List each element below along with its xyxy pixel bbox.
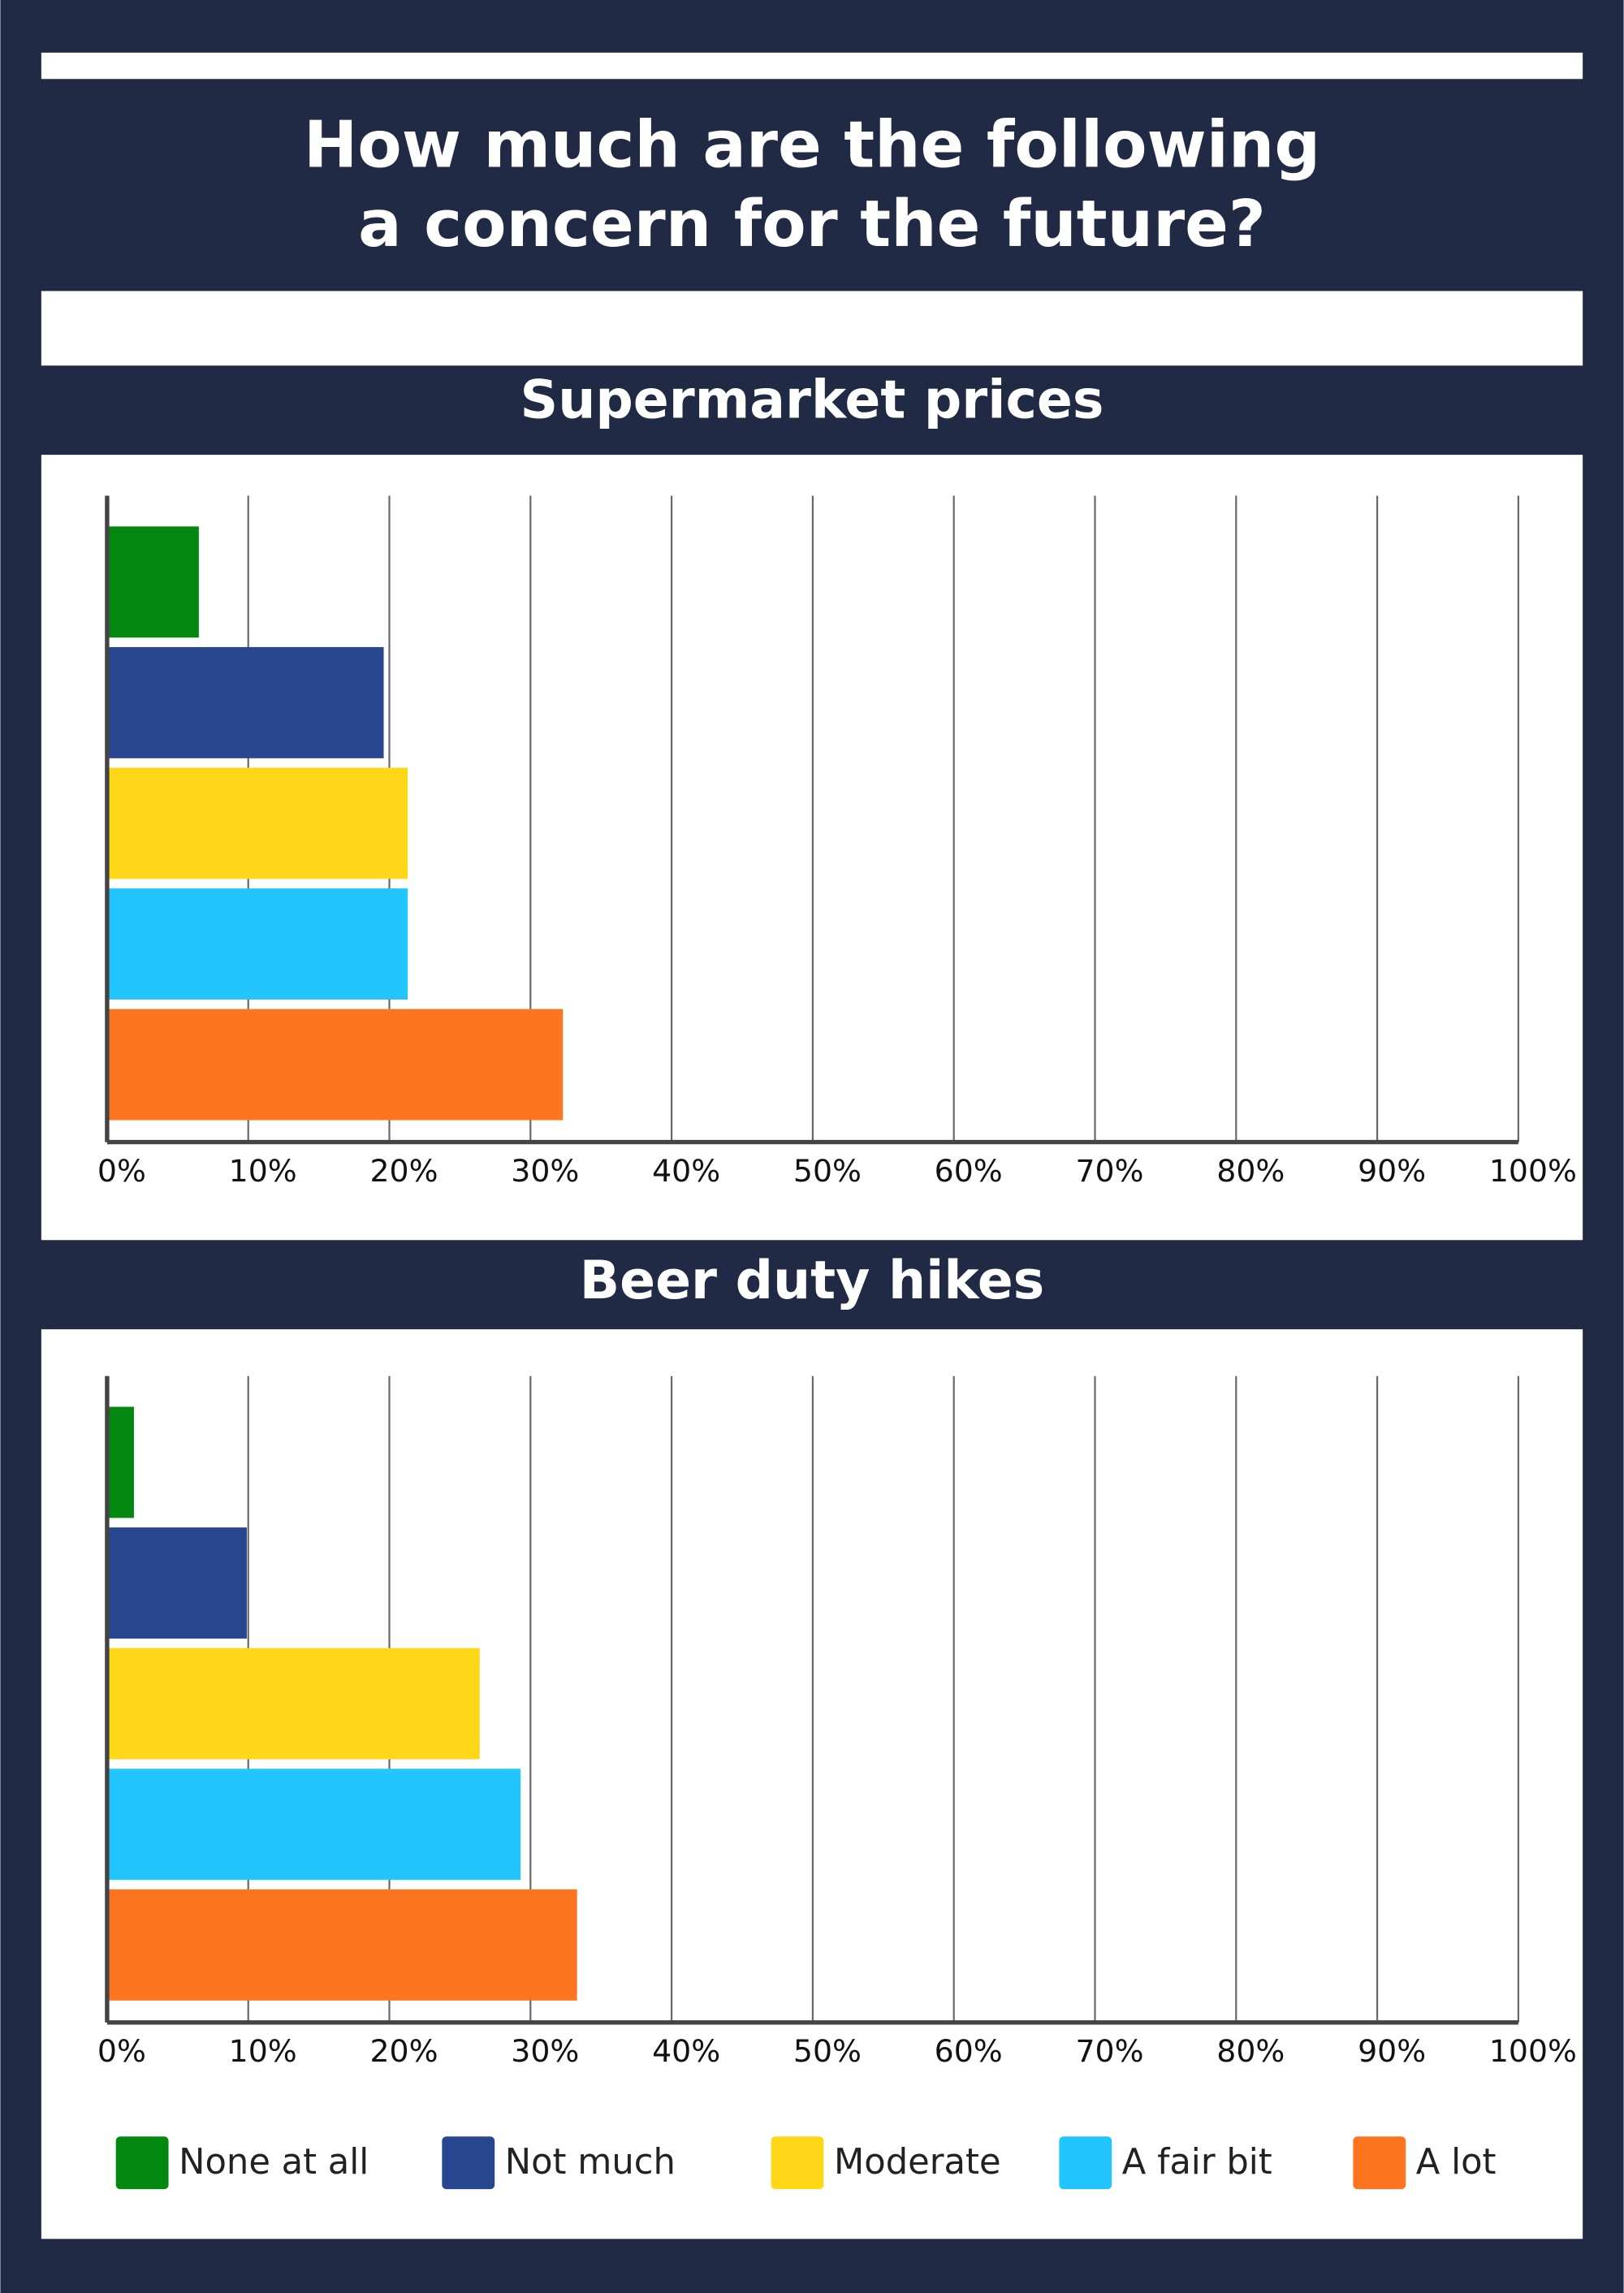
x-tick-label: 100% xyxy=(1489,2033,1577,2069)
x-tick-label: 90% xyxy=(1358,2033,1426,2069)
bar xyxy=(106,1768,521,1881)
strip xyxy=(41,291,1583,366)
legend-label: A fair bit xyxy=(1122,2142,1272,2183)
title-line: a concern for the future? xyxy=(358,186,1266,261)
x-tick-label: 60% xyxy=(935,2033,1003,2069)
legend-label: None at all xyxy=(179,2142,369,2183)
legend-swatch xyxy=(115,2136,169,2190)
x-tick-label: 40% xyxy=(652,2033,720,2069)
bar xyxy=(106,1647,480,1760)
strip xyxy=(41,52,1583,80)
legend-label: Not much xyxy=(505,2142,676,2183)
bar xyxy=(106,1527,247,1639)
x-tick-label: 70% xyxy=(1075,2033,1143,2069)
legend-label: Moderate xyxy=(834,2142,1001,2183)
x-tick-label: 50% xyxy=(793,1153,862,1189)
x-tick-label: 90% xyxy=(1358,1153,1426,1189)
x-tick-label: 80% xyxy=(1216,1153,1285,1189)
x-tick-label: 0% xyxy=(97,2033,146,2069)
legend-label: A lot xyxy=(1416,2142,1497,2183)
x-tick-label: 60% xyxy=(935,1153,1003,1189)
x-tick-label: 40% xyxy=(652,1153,720,1189)
x-tick-label: 50% xyxy=(793,2033,862,2069)
bar xyxy=(106,526,199,638)
x-tick-label: 100% xyxy=(1489,1153,1577,1189)
chart-title: Supermarket prices xyxy=(520,370,1104,431)
x-tick-label: 30% xyxy=(511,1153,579,1189)
chart-title: Beer duty hikes xyxy=(580,1250,1045,1311)
legend-swatch xyxy=(442,2136,495,2190)
x-tick-label: 10% xyxy=(229,2033,297,2069)
x-tick-label: 20% xyxy=(369,1153,438,1189)
title-line: How much are the following xyxy=(304,107,1320,183)
legend-swatch xyxy=(1353,2136,1406,2190)
bar xyxy=(106,646,384,758)
bar xyxy=(106,1008,564,1121)
x-tick-label: 20% xyxy=(369,2033,438,2069)
x-tick-label: 30% xyxy=(511,2033,579,2069)
bar xyxy=(106,888,408,1000)
legend-swatch xyxy=(771,2136,824,2190)
x-tick-label: 0% xyxy=(97,1153,146,1189)
x-tick-label: 70% xyxy=(1075,1153,1143,1189)
bar xyxy=(106,1406,134,1518)
bar xyxy=(106,1889,577,2001)
bar xyxy=(106,767,408,879)
x-tick-label: 10% xyxy=(229,1153,297,1189)
x-tick-label: 80% xyxy=(1216,2033,1285,2069)
legend-swatch xyxy=(1059,2136,1112,2190)
